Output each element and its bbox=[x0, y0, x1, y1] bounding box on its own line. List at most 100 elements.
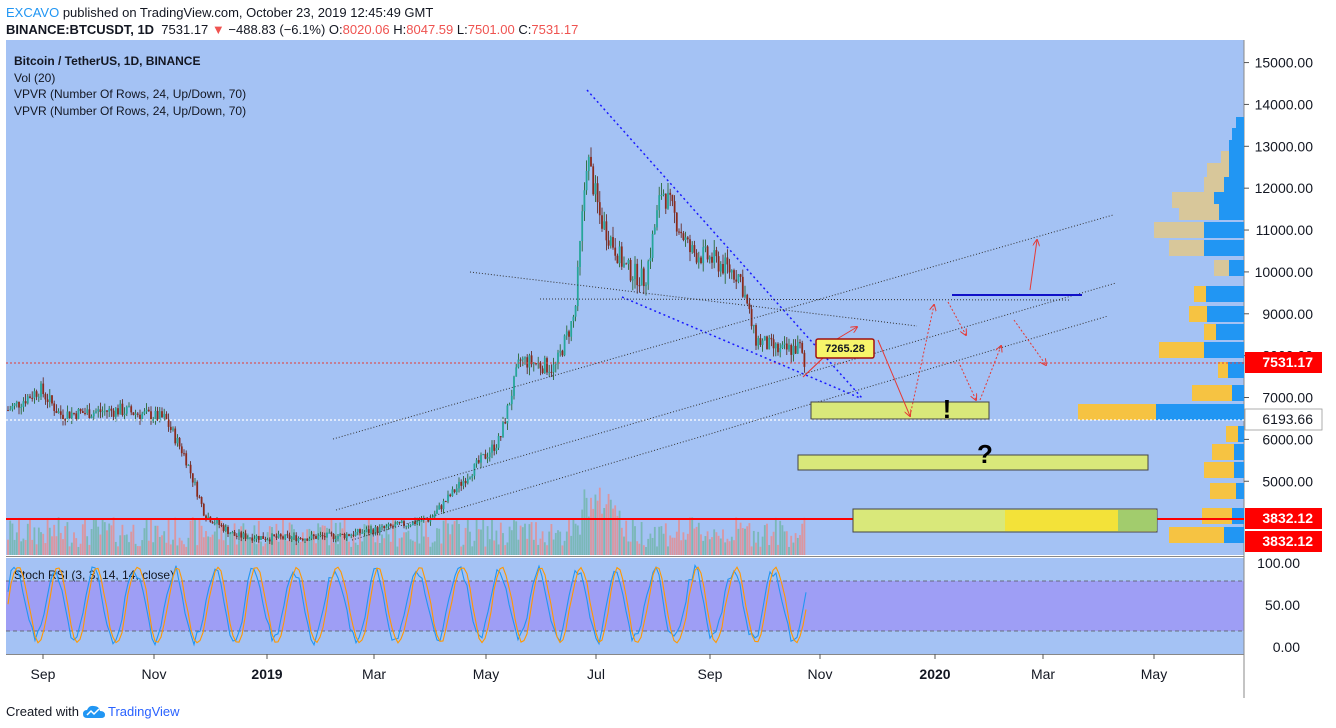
volume-bar bbox=[495, 530, 498, 555]
candle-body bbox=[117, 408, 119, 415]
candle-body bbox=[231, 532, 234, 534]
vp-row-down bbox=[1204, 324, 1216, 340]
candle-body bbox=[92, 412, 95, 417]
price-chart[interactable]: Bitcoin / TetherUS, 1D, BINANCE Vol (20)… bbox=[0, 40, 1336, 698]
volume-bar bbox=[163, 531, 166, 555]
volume-bar bbox=[585, 497, 588, 555]
volume-bar bbox=[13, 539, 16, 555]
candle-body bbox=[158, 411, 161, 421]
vp-row-down bbox=[1204, 462, 1234, 478]
volume-bar bbox=[737, 528, 740, 555]
candle-body bbox=[429, 518, 432, 522]
price-tick-label: 5000.00 bbox=[1262, 473, 1313, 489]
volume-bar bbox=[158, 536, 161, 555]
candle-body bbox=[284, 534, 287, 539]
candle-body bbox=[396, 521, 399, 525]
volume-bar bbox=[44, 543, 47, 555]
volume-bar bbox=[26, 523, 29, 555]
legend-vpvr-2: VPVR (Number Of Rows, 24, Up/Down, 70) bbox=[14, 104, 246, 118]
volume-bar bbox=[147, 540, 150, 555]
volume-bar bbox=[649, 533, 652, 555]
candle-body bbox=[576, 266, 579, 307]
candle-body bbox=[664, 193, 667, 209]
volume-bar bbox=[444, 519, 447, 555]
candle-body bbox=[783, 343, 786, 345]
close-value: 7531.17 bbox=[531, 22, 579, 37]
volume-bar bbox=[572, 519, 575, 555]
volume-bar bbox=[673, 537, 676, 555]
candle-body bbox=[46, 399, 49, 403]
volume-bar bbox=[64, 526, 67, 555]
candle-body bbox=[737, 274, 740, 282]
volume-bar bbox=[458, 523, 460, 555]
volume-bar bbox=[365, 525, 368, 555]
volume-bar bbox=[359, 527, 361, 555]
candle-body bbox=[750, 309, 753, 327]
volume-bars bbox=[7, 487, 806, 555]
candle-body bbox=[35, 391, 38, 397]
volume-bar bbox=[785, 531, 788, 555]
candle-body bbox=[387, 524, 390, 527]
vp-row-up bbox=[1232, 385, 1244, 401]
tradingview-logo[interactable]: TradingView bbox=[82, 702, 180, 720]
volume-bar bbox=[143, 528, 146, 555]
candle-body bbox=[684, 237, 687, 240]
high-label: H: bbox=[393, 22, 407, 37]
candle-body bbox=[167, 419, 170, 427]
volume-bar bbox=[528, 524, 531, 555]
volume-bar bbox=[748, 523, 751, 555]
volume-bar bbox=[616, 515, 619, 555]
volume-bar bbox=[152, 542, 155, 555]
volume-bar bbox=[242, 523, 245, 555]
candle-body bbox=[543, 358, 546, 374]
candle-body bbox=[548, 371, 551, 373]
volume-bar bbox=[449, 534, 452, 555]
price-axis[interactable]: 5000.006000.007000.008000.009000.0010000… bbox=[1244, 55, 1313, 490]
candle-body bbox=[51, 395, 53, 404]
volume-bar bbox=[618, 510, 621, 555]
candle-body bbox=[667, 192, 669, 209]
candle-body bbox=[634, 263, 636, 280]
volume-bar bbox=[548, 531, 551, 555]
volume-bar bbox=[779, 520, 782, 555]
volume-bar bbox=[330, 519, 333, 555]
candle-body bbox=[385, 526, 388, 528]
ohlc-line: BINANCE:BTCUSDT, 1D 7531.17 ▼ −488.83 (−… bbox=[6, 22, 578, 37]
candle-body bbox=[257, 535, 260, 540]
candle-body bbox=[620, 246, 623, 267]
volume-bar bbox=[530, 522, 533, 555]
candle-body bbox=[48, 395, 51, 403]
candle-body bbox=[172, 428, 174, 431]
volume-bar bbox=[524, 523, 526, 555]
candle-body bbox=[458, 481, 460, 489]
candle-body bbox=[772, 339, 775, 349]
volume-bar bbox=[134, 543, 137, 555]
candle-body bbox=[191, 473, 194, 483]
volume-bar bbox=[559, 531, 562, 555]
volume-bar bbox=[79, 543, 82, 555]
volume-bar bbox=[86, 536, 89, 555]
volume-bar bbox=[191, 517, 194, 555]
candle-body bbox=[77, 408, 80, 420]
candle-body bbox=[565, 331, 568, 336]
volume-bar bbox=[216, 524, 218, 555]
volume-bar bbox=[112, 517, 115, 555]
candle-body bbox=[238, 532, 240, 537]
candle-body bbox=[268, 539, 271, 542]
author-name[interactable]: EXCAVO bbox=[6, 5, 60, 20]
candle-body bbox=[376, 527, 379, 533]
candle-body bbox=[719, 263, 722, 272]
candle-body bbox=[695, 252, 698, 263]
volume-bar bbox=[328, 545, 331, 555]
candle-body bbox=[216, 519, 218, 524]
volume-bar bbox=[66, 522, 69, 555]
volume-bar bbox=[473, 540, 476, 555]
volume-bar bbox=[486, 526, 489, 555]
volume-bar bbox=[255, 544, 258, 555]
candle-body bbox=[486, 457, 489, 459]
volume-bar bbox=[634, 526, 636, 555]
volume-bar bbox=[466, 519, 469, 555]
dotted-level-badge bbox=[1244, 408, 1323, 431]
candle-body bbox=[447, 494, 449, 502]
time-axis[interactable]: Sep Nov 2019 Mar May Jul Sep Nov 2020 Mar May bbox=[31, 654, 1168, 682]
